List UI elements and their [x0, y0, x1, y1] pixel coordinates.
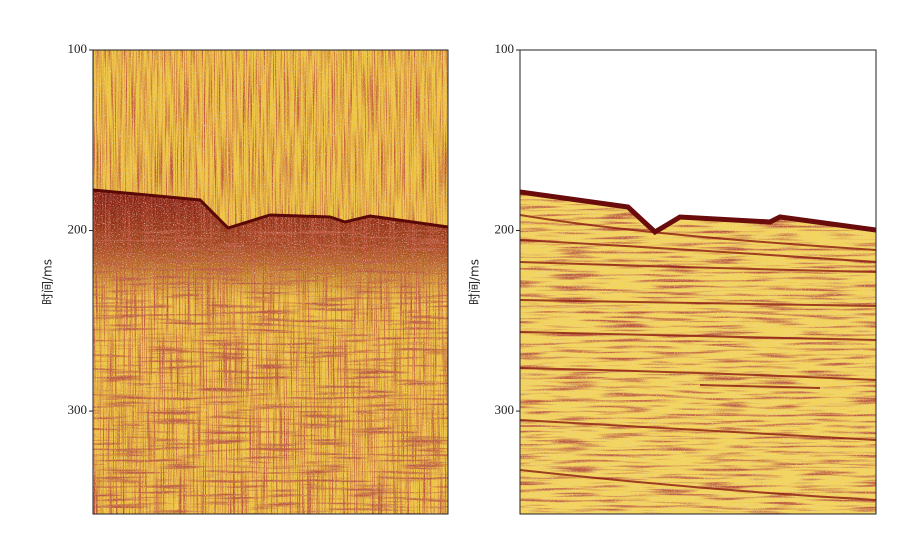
y-tick-label: 300 — [68, 402, 88, 417]
y-tick-label: 300 — [495, 402, 515, 417]
y-tick-label: 100 — [68, 41, 88, 56]
y-axis-label: 时间/ms — [41, 259, 55, 305]
plot-frame — [92, 49, 449, 515]
y-tick-label: 200 — [68, 222, 88, 237]
seismic-image-right — [520, 50, 876, 514]
seismic-image-left — [93, 50, 448, 514]
y-axis-label: 时间/ms — [468, 259, 482, 305]
y-tick-label: 200 — [495, 222, 515, 237]
y-tick-label: 100 — [495, 41, 515, 56]
plot-frame — [519, 49, 877, 515]
